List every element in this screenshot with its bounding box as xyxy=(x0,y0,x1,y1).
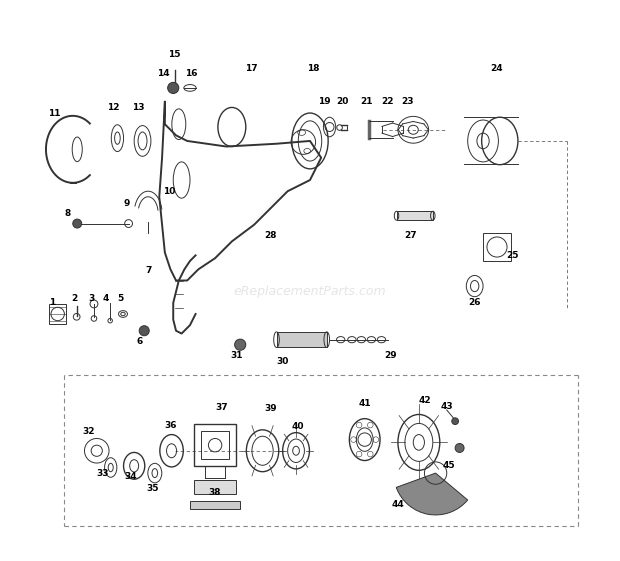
Text: 17: 17 xyxy=(245,64,258,73)
Bar xyxy=(50,304,66,324)
Text: 29: 29 xyxy=(384,351,397,360)
Circle shape xyxy=(167,82,179,94)
Circle shape xyxy=(452,418,458,425)
Text: 7: 7 xyxy=(145,266,151,275)
Bar xyxy=(194,424,236,466)
Bar xyxy=(483,233,511,261)
Text: 24: 24 xyxy=(490,64,503,73)
Text: 15: 15 xyxy=(168,50,180,59)
Text: 41: 41 xyxy=(358,399,371,408)
Bar xyxy=(397,211,433,220)
Text: 44: 44 xyxy=(392,500,405,509)
Text: 37: 37 xyxy=(216,403,228,412)
Text: 2: 2 xyxy=(71,294,78,303)
Circle shape xyxy=(455,444,464,452)
Text: 6: 6 xyxy=(136,337,143,346)
Bar xyxy=(277,332,327,347)
Text: 36: 36 xyxy=(164,421,177,430)
Text: 11: 11 xyxy=(48,108,61,118)
Text: 43: 43 xyxy=(440,402,453,411)
Text: 26: 26 xyxy=(469,298,481,307)
Circle shape xyxy=(73,219,82,228)
Text: 14: 14 xyxy=(157,70,169,79)
Text: 34: 34 xyxy=(124,472,136,481)
Text: 18: 18 xyxy=(306,64,319,73)
Text: 5: 5 xyxy=(117,294,123,303)
Bar xyxy=(194,480,236,494)
Circle shape xyxy=(139,326,149,336)
Text: 25: 25 xyxy=(506,251,518,260)
Text: eReplacementParts.com: eReplacementParts.com xyxy=(234,285,386,298)
Text: 20: 20 xyxy=(336,98,348,107)
Text: 22: 22 xyxy=(381,98,393,107)
Text: 27: 27 xyxy=(404,231,417,240)
Text: 30: 30 xyxy=(276,357,288,366)
Bar xyxy=(201,431,229,459)
Text: 35: 35 xyxy=(146,484,159,493)
Bar xyxy=(190,501,240,509)
Text: 21: 21 xyxy=(361,98,373,107)
Text: 8: 8 xyxy=(64,209,70,218)
Text: 45: 45 xyxy=(442,461,454,470)
Text: 1: 1 xyxy=(49,298,55,307)
Circle shape xyxy=(234,339,246,350)
Text: 31: 31 xyxy=(230,351,242,360)
Text: 39: 39 xyxy=(265,404,277,413)
Text: 32: 32 xyxy=(82,427,95,436)
Text: 33: 33 xyxy=(96,468,108,477)
Text: 3: 3 xyxy=(88,294,94,303)
Text: 19: 19 xyxy=(317,98,330,107)
Text: 23: 23 xyxy=(401,98,414,107)
Text: 38: 38 xyxy=(209,488,221,497)
Text: 40: 40 xyxy=(291,422,304,431)
Text: 16: 16 xyxy=(185,70,197,79)
Text: 12: 12 xyxy=(107,103,120,112)
Text: 28: 28 xyxy=(265,231,277,240)
Wedge shape xyxy=(396,473,467,515)
Text: 9: 9 xyxy=(124,199,130,208)
Text: 13: 13 xyxy=(132,103,144,112)
Text: 4: 4 xyxy=(103,294,110,303)
Text: 42: 42 xyxy=(418,396,431,405)
Text: 10: 10 xyxy=(163,187,175,196)
